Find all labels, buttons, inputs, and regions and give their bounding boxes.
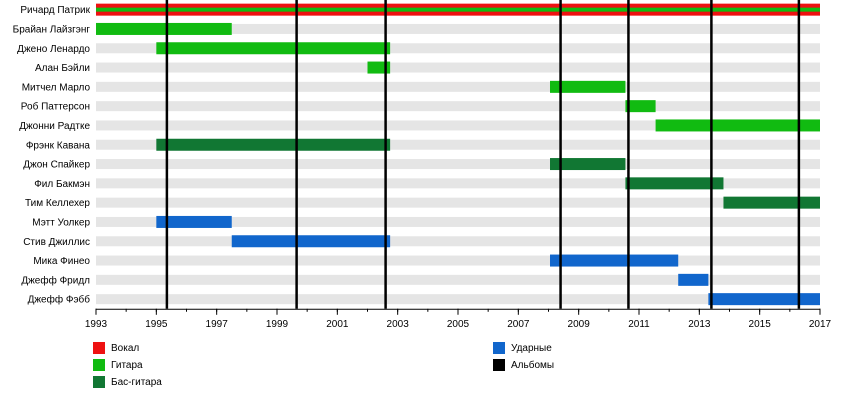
x-tick-label: 1995 bbox=[145, 319, 168, 330]
legend-label-albums: Альбомы bbox=[511, 359, 555, 371]
legend-item-albums: Альбомы bbox=[493, 359, 554, 371]
row-stripe bbox=[96, 159, 820, 170]
member-label: Джефф Фэбб bbox=[28, 294, 91, 306]
x-tick-label: 2015 bbox=[749, 319, 772, 330]
member-label: Джонни Радтке bbox=[19, 121, 90, 132]
bar-guitar bbox=[156, 42, 391, 55]
legend-swatch-albums bbox=[493, 359, 505, 371]
x-tick-label: 1999 bbox=[266, 319, 289, 330]
row-stripe bbox=[96, 236, 820, 247]
bar-drums bbox=[678, 273, 709, 286]
x-tick-label: 2013 bbox=[688, 319, 711, 330]
legend-swatch-guitar bbox=[93, 359, 105, 371]
row-stripe bbox=[96, 178, 820, 189]
x-tick-label: 2011 bbox=[628, 319, 650, 330]
bar-bass bbox=[723, 196, 820, 209]
member-label: Тим Келлехер bbox=[25, 198, 90, 209]
row-stripe bbox=[96, 197, 820, 208]
legend-item-drums: Ударные bbox=[493, 342, 552, 354]
legend-item-guitar: Гитара bbox=[93, 359, 143, 371]
member-label: Джено Ленардо bbox=[17, 44, 90, 55]
row-stripe bbox=[96, 216, 820, 227]
row-stripe bbox=[96, 43, 820, 54]
legend-label-drums: Ударные bbox=[511, 342, 552, 354]
bar-drums bbox=[156, 215, 232, 228]
row-stripe bbox=[96, 139, 820, 150]
member-label: Роб Паттерсон bbox=[21, 101, 90, 113]
member-label: Алан Бэйли bbox=[35, 63, 90, 74]
x-tick-label: 2005 bbox=[447, 319, 470, 330]
x-tick-label: 2017 bbox=[809, 319, 832, 330]
legend-item-vocals: Вокал bbox=[93, 342, 139, 354]
legend-label-guitar: Гитара bbox=[111, 359, 143, 371]
member-label: Фил Бакмэн bbox=[34, 179, 90, 190]
bar-guitar bbox=[96, 7, 820, 12]
bar-bass bbox=[625, 177, 724, 190]
row-stripe bbox=[96, 255, 820, 266]
row-stripe bbox=[96, 101, 820, 112]
member-label: Джефф Фридл bbox=[21, 274, 90, 286]
row-stripe bbox=[96, 81, 820, 92]
member-label: Мэтт Уолкер bbox=[32, 217, 90, 228]
x-tick-label: 1993 bbox=[85, 319, 108, 330]
legend-label-bass: Бас-гитара bbox=[111, 376, 162, 388]
x-tick-label: 2003 bbox=[387, 319, 410, 330]
row-stripe bbox=[96, 62, 820, 73]
x-tick-label: 2009 bbox=[568, 319, 591, 330]
bar-drums bbox=[708, 293, 820, 306]
member-label: Фрэнк Кавана bbox=[26, 140, 91, 151]
member-label: Джон Спайкер bbox=[23, 160, 90, 171]
row-stripe bbox=[96, 120, 820, 131]
bar-guitar bbox=[655, 119, 820, 132]
legend-label-vocals: Вокал bbox=[111, 342, 140, 354]
x-tick-label: 2007 bbox=[507, 319, 530, 330]
row-stripe bbox=[96, 23, 820, 34]
member-label: Стив Джиллис bbox=[23, 237, 90, 248]
bar-bass bbox=[550, 158, 626, 171]
row-stripe bbox=[96, 274, 820, 285]
row-stripe bbox=[96, 294, 820, 305]
member-label: Мика Финео bbox=[33, 256, 90, 267]
x-tick-label: 2001 bbox=[326, 319, 349, 330]
x-tick-label: 1997 bbox=[206, 319, 229, 330]
legend-swatch-bass bbox=[93, 376, 105, 388]
bar-guitar bbox=[550, 80, 626, 93]
member-label: Ричард Патрик bbox=[20, 5, 90, 16]
bar-guitar bbox=[625, 100, 656, 113]
bar-bass bbox=[156, 138, 391, 151]
member-label: Митчел Марло bbox=[22, 82, 91, 93]
bar-drums bbox=[231, 235, 391, 248]
bar-drums bbox=[550, 254, 679, 267]
bar-guitar bbox=[96, 22, 232, 35]
legend-swatch-drums bbox=[493, 342, 505, 354]
legend-item-bass: Бас-гитара bbox=[93, 376, 162, 388]
legend-swatch-vocals bbox=[93, 342, 105, 354]
member-label: Брайан Лайзгэнг bbox=[13, 24, 91, 35]
